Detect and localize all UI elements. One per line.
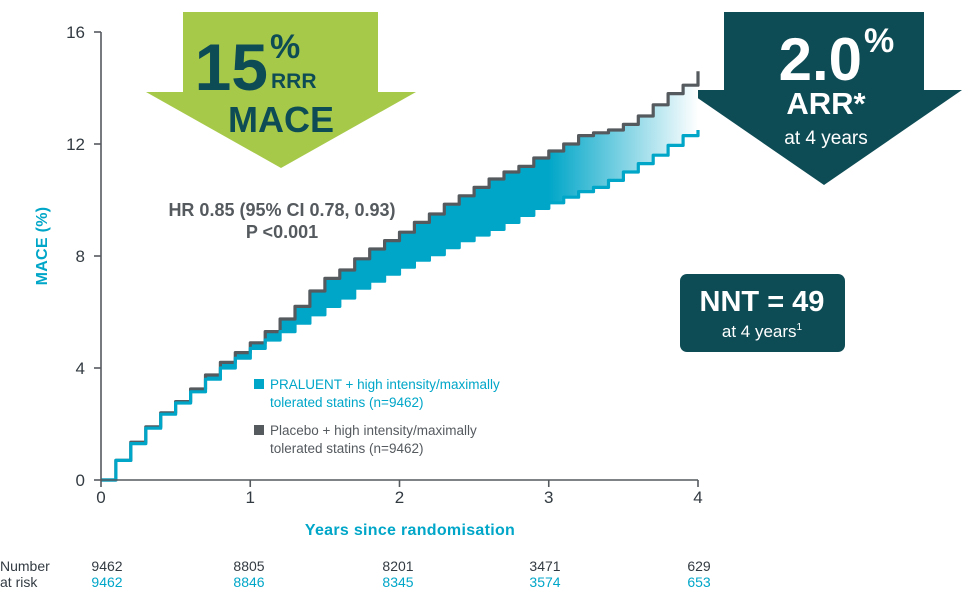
legend-swatch-placebo (254, 425, 264, 435)
legend-swatch-praluent (254, 379, 264, 389)
risk-label-line2: at risk (0, 574, 38, 590)
arr-label: ARR* (786, 86, 866, 121)
praluent-curve (101, 130, 700, 482)
nnt-sub-text: at 4 years (722, 322, 797, 341)
arr-percent: % (864, 22, 894, 60)
y-tick-label: 16 (66, 23, 85, 42)
arr-big-value: 2.0 (779, 26, 862, 93)
difference-shading (101, 71, 698, 480)
legend: PRALUENT + high intensity/maximally tole… (254, 377, 500, 456)
nnt-footnote: 1 (797, 322, 803, 333)
mace-arrow (146, 12, 416, 168)
mace-rrr-label: RRR (271, 70, 317, 93)
y-axis-title: MACE (%) (34, 207, 51, 286)
arr-sub-label: at 4 years (784, 128, 867, 149)
risk-label-line1: Number (0, 558, 50, 574)
risk-praluent-value: 653 (687, 574, 711, 590)
arr-badge: 2.0 % ARR* at 4 years (686, 12, 962, 185)
risk-placebo-value: 8805 (233, 558, 264, 574)
y-tick-label: 8 (76, 247, 85, 266)
p-value-text: P <0.001 (246, 222, 318, 242)
mace-big-value: 15 (195, 30, 268, 104)
arr-arrow (686, 12, 962, 185)
nnt-value: NNT = 49 (700, 286, 825, 318)
x-tick-label: 4 (693, 488, 702, 507)
risk-praluent-value: 3574 (529, 574, 560, 590)
x-tick-label: 2 (395, 488, 404, 507)
mace-badge: 15 % RRR MACE (146, 12, 416, 168)
nnt-sub-label: at 4 years1 (722, 322, 803, 341)
risk-placebo-value: 9462 (91, 558, 122, 574)
mace-percent: % (270, 28, 300, 66)
legend-label-praluent-line1: PRALUENT + high intensity/maximally (270, 377, 500, 392)
x-tick-label: 0 (96, 488, 105, 507)
risk-praluent-value: 8345 (382, 574, 413, 590)
y-tick-label: 12 (66, 135, 85, 154)
x-tick-label: 3 (544, 488, 553, 507)
statistics: HR 0.85 (95% CI 0.78, 0.93) P <0.001 (168, 200, 395, 242)
risk-placebo-value: 3471 (529, 558, 560, 574)
hazard-ratio-text: HR 0.85 (95% CI 0.78, 0.93) (168, 200, 395, 220)
legend-label-placebo-line2: tolerated statins (n=9462) (270, 441, 423, 456)
nnt-box (680, 274, 845, 352)
risk-placebo-value: 8201 (382, 558, 413, 574)
number-at-risk-table: Number at risk 9462 8805 8201 3471 629 9462 88… (0, 558, 711, 590)
mace-label: MACE (228, 99, 334, 140)
risk-praluent-value: 8846 (233, 574, 264, 590)
nnt-badge: NNT = 49 at 4 years1 (680, 274, 845, 352)
legend-label-placebo-line1: Placebo + high intensity/maximally (270, 423, 477, 438)
legend-label-praluent-line2: tolerated statins (n=9462) (270, 395, 423, 410)
x-axis-title: Years since randomisation (305, 522, 515, 539)
x-tick-label: 1 (246, 488, 255, 507)
risk-praluent-value: 9462 (91, 574, 122, 590)
risk-placebo-value: 629 (687, 558, 711, 574)
y-tick-label: 4 (76, 359, 85, 378)
y-tick-label: 0 (76, 471, 85, 490)
plot-area (101, 71, 700, 482)
